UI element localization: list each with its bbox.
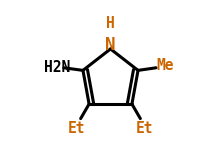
Text: Et: Et <box>68 121 86 136</box>
Text: Et: Et <box>135 121 153 136</box>
Text: H2N: H2N <box>44 60 70 75</box>
Text: Me: Me <box>156 58 173 73</box>
Text: N: N <box>105 36 116 54</box>
Text: H: H <box>106 16 115 31</box>
